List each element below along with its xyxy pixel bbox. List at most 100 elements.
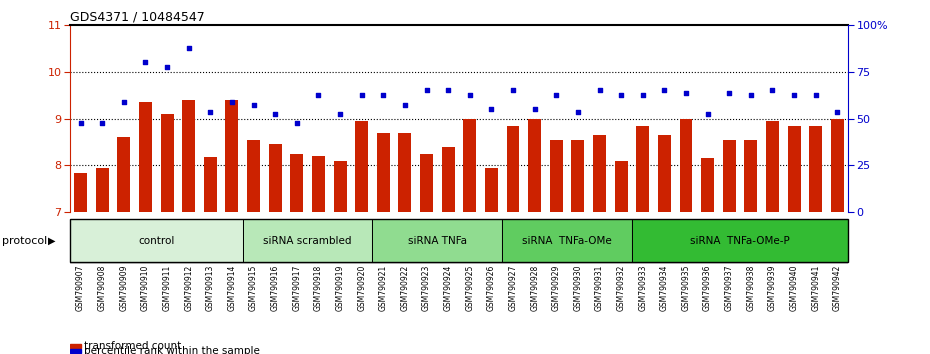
Bar: [204, 157, 217, 212]
Bar: [243, 219, 372, 262]
Bar: [70, 349, 81, 353]
Text: GSM790908: GSM790908: [98, 264, 107, 311]
Bar: [420, 154, 433, 212]
Bar: [507, 126, 520, 212]
Text: protocol: protocol: [2, 236, 47, 246]
Point: [570, 109, 585, 114]
Text: GSM790911: GSM790911: [163, 264, 171, 311]
Point: [333, 111, 348, 117]
Bar: [766, 121, 779, 212]
Bar: [372, 219, 502, 262]
Bar: [502, 219, 631, 262]
Bar: [290, 154, 303, 212]
Text: GSM790913: GSM790913: [206, 264, 215, 311]
Bar: [809, 126, 822, 212]
Text: GSM790909: GSM790909: [119, 264, 128, 311]
Text: GSM790923: GSM790923: [422, 264, 431, 311]
Bar: [355, 121, 368, 212]
Point: [419, 88, 434, 93]
Point: [397, 102, 412, 107]
Bar: [593, 135, 606, 212]
Point: [95, 120, 110, 126]
Bar: [571, 140, 584, 212]
Text: GSM790916: GSM790916: [271, 264, 280, 311]
Bar: [372, 219, 502, 262]
Bar: [502, 219, 631, 262]
Point: [203, 109, 218, 114]
Text: siRNA TNFa: siRNA TNFa: [408, 236, 467, 246]
Text: siRNA scrambled: siRNA scrambled: [263, 236, 352, 246]
Point: [549, 92, 564, 98]
Text: GSM790920: GSM790920: [357, 264, 366, 311]
Point: [354, 92, 369, 98]
Text: GSM790915: GSM790915: [249, 264, 258, 311]
Text: GSM790941: GSM790941: [811, 264, 820, 311]
Point: [743, 92, 758, 98]
Point: [506, 88, 521, 93]
Text: GSM790939: GSM790939: [768, 264, 777, 311]
Text: GSM790919: GSM790919: [336, 264, 344, 311]
Bar: [74, 172, 87, 212]
Bar: [631, 219, 848, 262]
Point: [722, 90, 737, 96]
Text: GSM790940: GSM790940: [790, 264, 799, 311]
Point: [787, 92, 802, 98]
Point: [614, 92, 629, 98]
Bar: [636, 126, 649, 212]
Bar: [96, 168, 109, 212]
Text: GSM790918: GSM790918: [314, 264, 323, 311]
Text: GSM790937: GSM790937: [724, 264, 734, 311]
Bar: [701, 159, 714, 212]
Bar: [485, 168, 498, 212]
Bar: [442, 147, 455, 212]
Bar: [398, 133, 411, 212]
Bar: [70, 344, 81, 348]
Point: [160, 64, 175, 70]
Point: [181, 45, 196, 51]
Bar: [550, 140, 563, 212]
Text: GSM790935: GSM790935: [682, 264, 690, 311]
Point: [116, 99, 131, 105]
Text: siRNA  TNFa-OMe-P: siRNA TNFa-OMe-P: [690, 236, 790, 246]
Point: [311, 92, 325, 98]
Text: GSM790936: GSM790936: [703, 264, 712, 311]
Text: GSM790942: GSM790942: [833, 264, 842, 311]
Point: [441, 88, 456, 93]
Bar: [70, 219, 243, 262]
Text: GSM790932: GSM790932: [617, 264, 626, 311]
Point: [484, 106, 498, 112]
Bar: [788, 126, 801, 212]
Point: [224, 99, 239, 105]
Point: [765, 88, 780, 93]
Text: GSM790933: GSM790933: [638, 264, 647, 311]
Bar: [247, 140, 260, 212]
Bar: [161, 114, 174, 212]
Bar: [377, 133, 390, 212]
Bar: [117, 137, 130, 212]
Text: GSM790927: GSM790927: [509, 264, 517, 311]
Bar: [830, 119, 844, 212]
Bar: [463, 119, 476, 212]
Text: transformed count: transformed count: [84, 341, 181, 351]
Point: [246, 102, 261, 107]
Text: GSM790926: GSM790926: [487, 264, 496, 311]
Text: GSM790922: GSM790922: [401, 264, 409, 311]
Point: [376, 92, 391, 98]
Text: GSM790929: GSM790929: [551, 264, 561, 311]
Point: [635, 92, 650, 98]
Point: [527, 106, 542, 112]
Text: GSM790930: GSM790930: [574, 264, 582, 311]
Text: siRNA  TNFa-OMe: siRNA TNFa-OMe: [522, 236, 612, 246]
Point: [700, 111, 715, 117]
Bar: [269, 144, 282, 212]
Point: [808, 92, 823, 98]
Text: GSM790917: GSM790917: [292, 264, 301, 311]
Bar: [139, 102, 152, 212]
Bar: [615, 161, 628, 212]
Text: GSM790931: GSM790931: [595, 264, 604, 311]
Text: GSM790934: GSM790934: [660, 264, 669, 311]
Text: GSM790924: GSM790924: [444, 264, 453, 311]
Text: GSM790925: GSM790925: [465, 264, 474, 311]
Bar: [631, 219, 848, 262]
Bar: [528, 119, 541, 212]
